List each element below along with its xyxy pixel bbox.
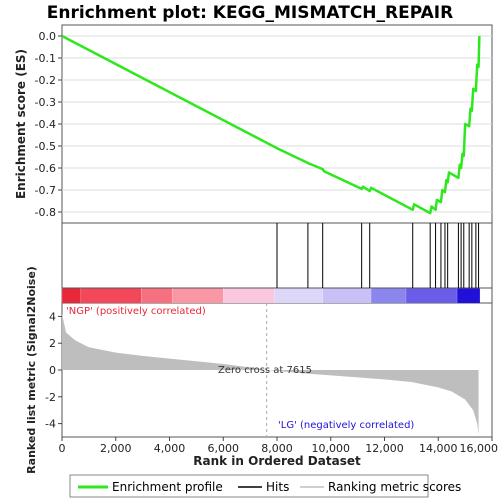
enrichment-profile-line xyxy=(61,34,481,215)
legend-hits-label: Hits xyxy=(266,480,289,494)
heatmap-segment xyxy=(371,288,406,303)
positive-correlation-label: 'NGP' (positively correlated) xyxy=(66,306,206,317)
axes-layer: 0.0 -0.1 -0.2 -0.3 -0.4 -0.5 -0.6 -0.7 -0.8 4 2 0 -2… xyxy=(35,30,498,455)
x-tick-label: 8,000 xyxy=(261,442,293,455)
x-tick-label: 14,000 xyxy=(419,442,458,455)
es-tick-label: -0.3 xyxy=(35,96,56,109)
legend-box xyxy=(69,474,429,498)
ranked-metric-area xyxy=(62,303,479,437)
es-tick-label: -0.7 xyxy=(35,184,56,197)
es-tick-label: -0.2 xyxy=(35,74,56,87)
x-tick-label: 16,000 xyxy=(460,442,499,455)
es-grid xyxy=(62,35,492,213)
metric-tick-label: 4 xyxy=(49,310,56,323)
heatmap-segment xyxy=(322,288,372,303)
legend: Enrichment profile Hits Ranking metric s… xyxy=(69,474,461,498)
metric-tick-label: 0 xyxy=(49,364,56,377)
rank-heatmap-bar xyxy=(61,287,492,303)
heatmap-segment xyxy=(80,288,142,303)
metric-tick-label: -4 xyxy=(45,418,56,431)
hits-layer xyxy=(276,223,480,288)
enrichment-profile-layer xyxy=(61,34,481,215)
ranked-metric-fill xyxy=(62,313,479,435)
es-tick-label: -0.5 xyxy=(35,140,56,153)
metric-tick-label: -2 xyxy=(45,391,56,404)
heatmap-segment xyxy=(223,288,275,303)
x-axis-title: Rank in Ordered Dataset xyxy=(193,454,361,468)
heatmap-segment xyxy=(274,288,323,303)
es-tick-label: 0.0 xyxy=(39,30,57,43)
x-tick-label: 4,000 xyxy=(154,442,186,455)
negative-correlation-label: 'LG' (negatively correlated) xyxy=(278,420,414,431)
x-tick-label: 10,000 xyxy=(312,442,351,455)
es-tick-label: -0.1 xyxy=(35,52,56,65)
metric-axis-title: Ranked list metric (Signal2Noise) xyxy=(25,266,38,474)
x-tick-label: 6,000 xyxy=(208,442,240,455)
x-tick-label: 2,000 xyxy=(100,442,132,455)
zero-cross-label: Zero cross at 7615 xyxy=(218,365,312,376)
es-tick-label: -0.8 xyxy=(35,206,56,219)
es-axis-title: Enrichment score (ES) xyxy=(14,49,28,199)
metric-tick-label: 2 xyxy=(49,337,56,350)
legend-profile-label: Enrichment profile xyxy=(112,480,223,494)
heatmap-segment xyxy=(141,288,173,303)
heatmap-segment xyxy=(406,288,458,303)
heatmap-segment xyxy=(172,288,224,303)
heatmap-segment xyxy=(457,288,480,303)
x-tick-label: 12,000 xyxy=(365,442,404,455)
chart-title: Enrichment plot: KEGG_MISMATCH_REPAIR xyxy=(47,3,453,23)
es-tick-label: -0.6 xyxy=(35,162,56,175)
es-tick-label: -0.4 xyxy=(35,118,56,131)
legend-metric-label: Ranking metric scores xyxy=(328,480,461,494)
x-tick-label: 0 xyxy=(59,442,66,455)
heatmap-segment xyxy=(62,288,81,303)
